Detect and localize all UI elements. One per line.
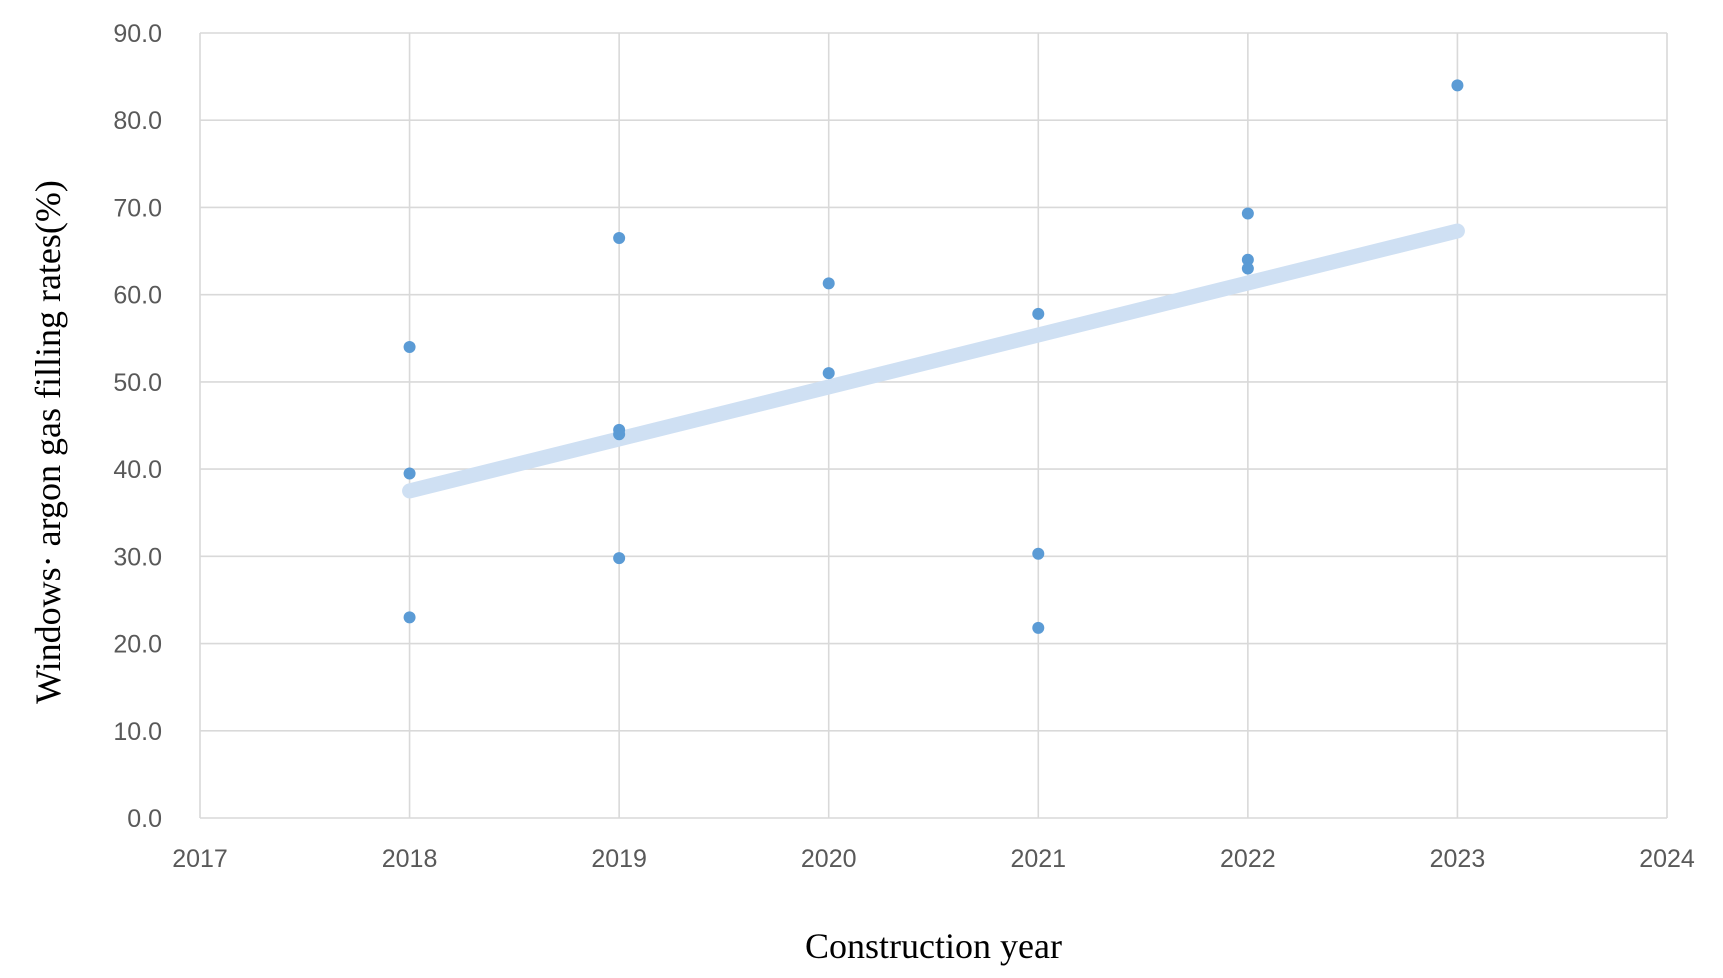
x-tick-label-4: 2021 [1010, 845, 1066, 873]
data-point-0-10 [1032, 547, 1045, 560]
y-tick-label-6: 60.0 [113, 282, 162, 310]
data-point-0-12 [1241, 207, 1254, 220]
trendline-layer [402, 223, 1465, 499]
data-points [403, 79, 1464, 634]
data-point-0-11 [1032, 621, 1045, 634]
x-tick-label-7: 2024 [1639, 845, 1695, 873]
data-point-0-2 [403, 611, 416, 624]
x-tick-label-3: 2020 [801, 845, 857, 873]
x-axis-ticks: 2017 2018 2019 2020 2021 2022 2023 2024 [172, 845, 1695, 873]
data-point-0-15 [1451, 79, 1464, 92]
data-point-0-6 [613, 552, 626, 565]
data-point-0-0 [403, 341, 416, 353]
data-point-0-5 [613, 428, 626, 441]
x-tick-label-5: 2022 [1220, 845, 1276, 873]
trendline [402, 223, 1465, 499]
y-tick-label-4: 40.0 [113, 456, 162, 484]
x-tick-label-1: 2018 [382, 845, 438, 873]
y-tick-label-9: 90.0 [113, 20, 162, 48]
x-axis-title: Construction year [805, 926, 1062, 966]
y-axis-title: Windows· argon gas filling rates(%) [28, 180, 68, 704]
data-point-0-9 [1032, 307, 1045, 320]
y-tick-label-7: 70.0 [113, 194, 162, 222]
grid-lines [199, 32, 1668, 819]
y-tick-label-0: 0.0 [127, 805, 162, 833]
data-point-0-8 [822, 367, 835, 380]
x-tick-label-0: 2017 [172, 845, 228, 873]
data-point-0-1 [403, 467, 416, 480]
y-tick-label-5: 50.0 [113, 369, 162, 397]
x-tick-label-2: 2019 [591, 845, 647, 873]
data-point-0-14 [1241, 262, 1254, 275]
data-point-0-7 [822, 277, 835, 290]
y-tick-label-2: 20.0 [113, 631, 162, 659]
data-point-0-13 [1241, 253, 1254, 266]
y-tick-label-1: 10.0 [113, 718, 162, 746]
y-axis-ticks: 0.0 10.0 20.0 30.0 40.0 50.0 60.0 70.0 80.0 90.0 [113, 20, 162, 833]
x-tick-label-6: 2023 [1430, 845, 1486, 873]
y-tick-label-8: 80.0 [113, 107, 162, 135]
y-tick-label-3: 30.0 [113, 543, 162, 571]
data-point-0-3 [613, 231, 626, 244]
